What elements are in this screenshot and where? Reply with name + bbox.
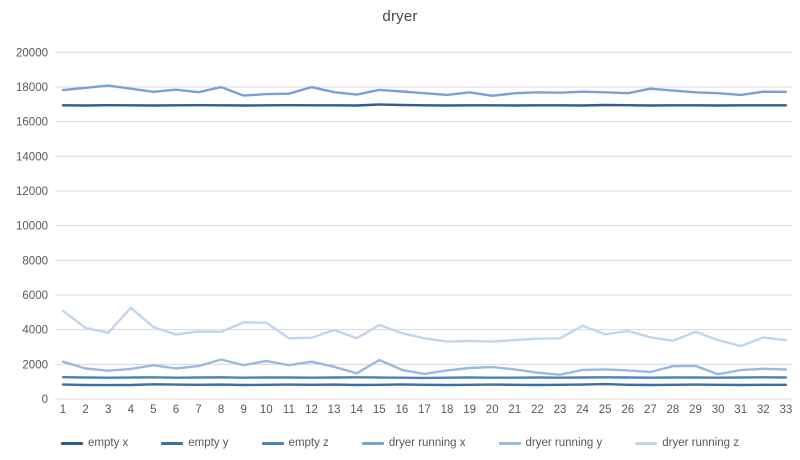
legend-label-empty-x: empty x: [88, 437, 129, 449]
series-line-empty-y: [61, 382, 788, 387]
x-axis-tick-28: 28: [667, 404, 680, 416]
x-axis-tick-4: 4: [128, 404, 135, 416]
x-axis-tick-32: 32: [757, 404, 770, 416]
x-axis-tick-5: 5: [150, 404, 156, 416]
x-axis-tick-25: 25: [599, 404, 612, 416]
y-axis-tick-10000: 10000: [16, 221, 48, 233]
x-axis-tick-15: 15: [373, 404, 386, 416]
series-line-dryer-running-x: [61, 84, 788, 98]
y-axis-tick-0: 0: [42, 394, 48, 406]
x-axis-tick-20: 20: [486, 404, 499, 416]
chart-legend: empty x empty y empty z dryer running x …: [0, 433, 800, 453]
x-axis-tick-26: 26: [621, 404, 634, 416]
legend-label-dryer-running-x: dryer running x: [388, 437, 466, 449]
y-axis-tick-2000: 2000: [22, 359, 48, 371]
x-axis-tick-18: 18: [441, 404, 454, 416]
x-axis-tick-19: 19: [463, 404, 476, 416]
legend-label-empty-y: empty y: [188, 437, 229, 449]
x-axis-tick-22: 22: [531, 404, 544, 416]
series-line-empty-x: [61, 103, 788, 107]
x-axis-tick-8: 8: [218, 404, 224, 416]
y-axis-tick-20000: 20000: [16, 47, 48, 59]
legend-item-dryer-running-x: dryer running x: [361, 437, 466, 449]
x-axis-tick-13: 13: [328, 404, 341, 416]
legend-key-dryer-running-z: [635, 441, 658, 445]
x-axis-tick-30: 30: [712, 404, 725, 416]
series-line-dryer-running-z: [61, 306, 788, 348]
x-axis-tick-29: 29: [689, 404, 702, 416]
x-axis-tick-9: 9: [241, 404, 247, 416]
legend-key-dryer-running-x: [361, 441, 384, 445]
line-chart-plot: 0 2000 4000 6000 8000 10000 12000 14000 16000 180…: [16, 47, 792, 416]
x-axis-tick-33: 33: [779, 404, 792, 416]
series-line-empty-z: [61, 376, 788, 380]
legend-key-empty-z: [261, 441, 284, 445]
x-axis-tick-2: 2: [82, 404, 88, 416]
x-axis-tick-14: 14: [350, 404, 363, 416]
legend-label-dryer-running-z: dryer running z: [662, 437, 739, 449]
series-line-dryer-running-y: [61, 358, 788, 376]
legend-key-empty-x: [61, 441, 84, 445]
x-axis-tick-3: 3: [105, 404, 111, 416]
x-axis-tick-23: 23: [554, 404, 567, 416]
y-axis-tick-18000: 18000: [16, 82, 48, 94]
x-axis-tick-16: 16: [395, 404, 408, 416]
legend-label-dryer-running-y: dryer running y: [525, 437, 603, 449]
legend-item-dryer-running-z: dryer running z: [635, 437, 739, 449]
y-axis-tick-14000: 14000: [16, 151, 48, 163]
x-axis-tick-24: 24: [576, 404, 589, 416]
legend-label-empty-z: empty z: [288, 437, 329, 449]
y-axis-tick-12000: 12000: [16, 186, 48, 198]
legend-item-dryer-running-y: dryer running y: [498, 437, 603, 449]
x-axis-tick-6: 6: [173, 404, 179, 416]
y-axis-tick-8000: 8000: [22, 255, 48, 267]
y-axis-tick-4000: 4000: [22, 325, 48, 337]
x-axis-tick-31: 31: [734, 404, 747, 416]
chart-title: dryer: [382, 8, 418, 25]
x-axis-tick-7: 7: [195, 404, 201, 416]
x-axis-tick-27: 27: [644, 404, 657, 416]
x-axis-tick-21: 21: [508, 404, 521, 416]
x-axis-tick-17: 17: [418, 404, 431, 416]
y-axis-tick-6000: 6000: [22, 290, 48, 302]
legend-item-empty-y: empty y: [161, 437, 229, 449]
x-axis-tick-1: 1: [60, 404, 66, 416]
x-axis-tick-10: 10: [260, 404, 273, 416]
legend-key-dryer-running-y: [498, 441, 521, 445]
legend-item-empty-x: empty x: [61, 437, 128, 449]
legend-item-empty-z: empty z: [261, 437, 329, 449]
x-axis-tick-12: 12: [305, 404, 318, 416]
y-axis-tick-16000: 16000: [16, 117, 48, 129]
x-axis-tick-11: 11: [283, 404, 295, 416]
legend-key-empty-y: [161, 441, 184, 445]
